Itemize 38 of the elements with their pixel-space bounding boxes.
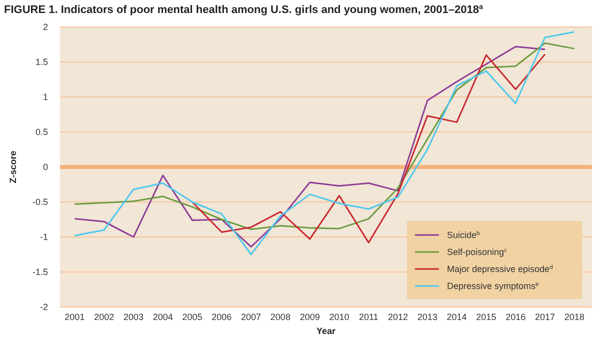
y-tick-label: 0.5 <box>35 127 48 138</box>
x-tick-label: 2006 <box>212 312 232 322</box>
line-series <box>74 42 576 230</box>
x-axis-title: Year <box>316 326 336 336</box>
x-tick-label: 2005 <box>182 312 202 322</box>
legend-label: Depressive symptoms$^{e}$ <box>447 281 539 292</box>
x-tick-label: 2010 <box>329 312 350 322</box>
x-tick-label: 2008 <box>270 312 290 322</box>
x-tick-label: 2012 <box>388 312 408 322</box>
x-tick-label: 2015 <box>476 312 496 322</box>
line-series <box>192 54 546 244</box>
x-tick-label: 2013 <box>417 312 438 322</box>
x-tick-label: 2016 <box>506 312 526 322</box>
x-tick-label: 2004 <box>152 312 173 322</box>
legend-label: Major depressive episode$^{d}$ <box>447 264 553 274</box>
x-tick-label: 2018 <box>564 312 584 322</box>
x-tick-label: 2017 <box>534 312 555 322</box>
x-tick-label: 2011 <box>358 312 378 322</box>
y-axis-title: Z-score <box>8 150 18 184</box>
legend-label: Suicide$^{b}$ <box>447 230 480 240</box>
y-tick-label: 0 <box>42 162 48 172</box>
line-series <box>74 31 576 256</box>
y-tick-label: 1 <box>42 92 48 102</box>
chart-title: FIGURE 1. Indicators of poor mental health among U.S. girls and young women, 2001–2018$^{a}$ <box>4 3 484 16</box>
y-tick-label: -1.5 <box>32 267 48 278</box>
x-tick-label: 2007 <box>241 312 262 322</box>
x-tick-label: 2009 <box>300 312 320 322</box>
line-series <box>74 46 546 248</box>
y-tick-label: 1.5 <box>35 57 48 68</box>
x-tick-label: 2002 <box>94 312 114 322</box>
y-tick-label: -2 <box>40 302 48 312</box>
y-tick-label: -1 <box>40 232 48 242</box>
x-tick-label: 2003 <box>123 312 144 322</box>
x-tick-label: 2001 <box>64 312 85 322</box>
y-tick-label: 2 <box>42 22 48 32</box>
legend-label: Self-poisoning$^{c}$ <box>447 247 508 258</box>
x-tick-label: 2014 <box>446 312 467 322</box>
y-tick-label: -0.5 <box>32 197 48 208</box>
